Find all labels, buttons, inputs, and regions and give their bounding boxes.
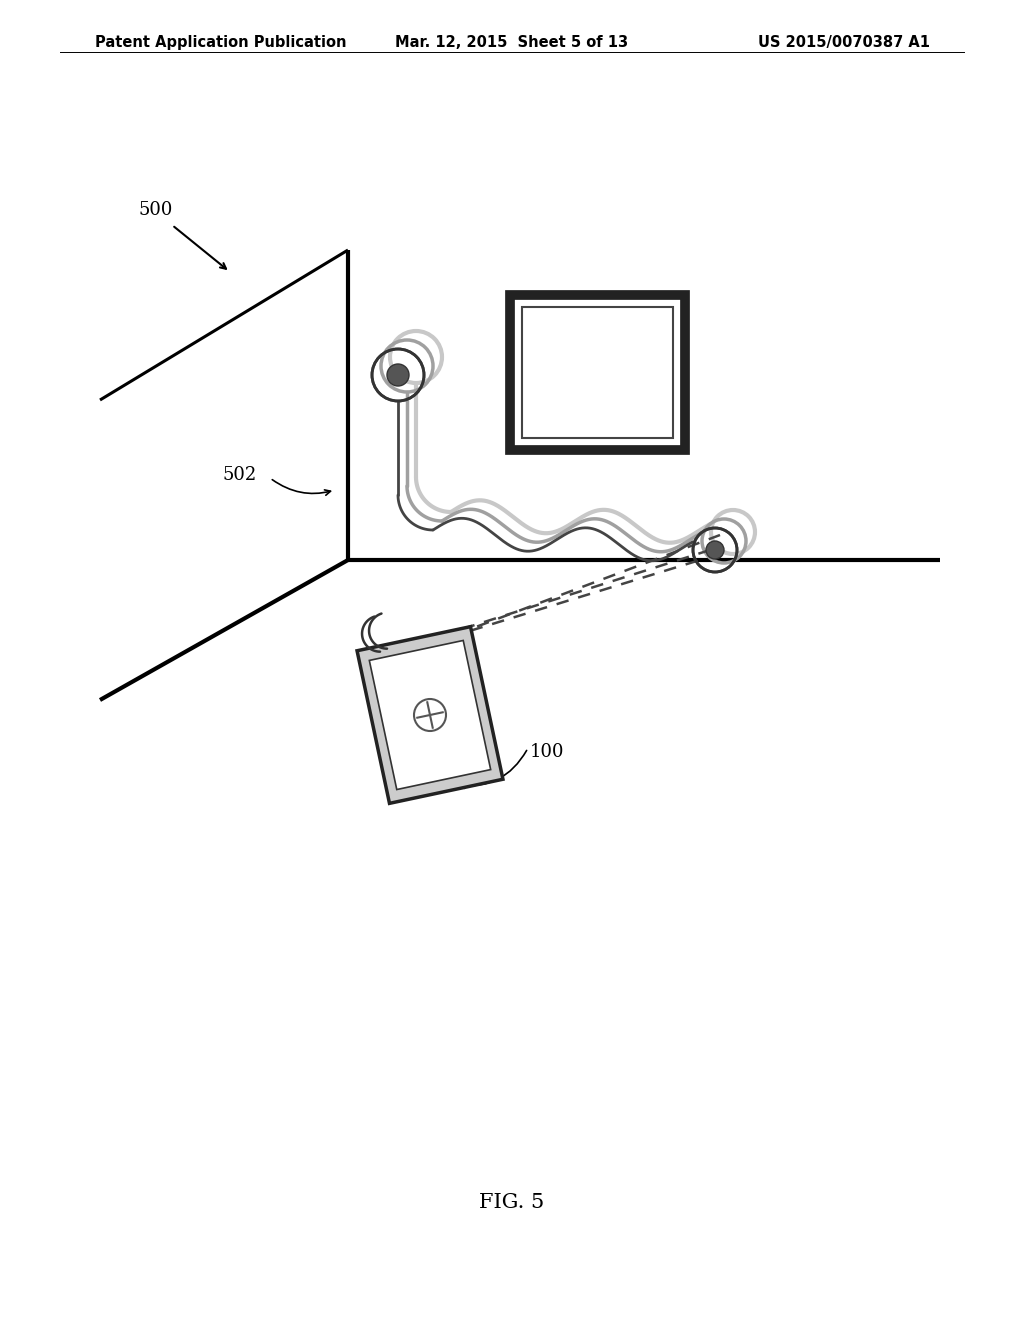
Circle shape <box>706 541 724 558</box>
Circle shape <box>387 364 409 385</box>
Text: 100: 100 <box>530 743 564 762</box>
Text: Patent Application Publication: Patent Application Publication <box>95 36 346 50</box>
Bar <box>522 308 673 438</box>
Text: 502: 502 <box>222 466 256 484</box>
Bar <box>510 294 685 450</box>
Text: US 2015/0070387 A1: US 2015/0070387 A1 <box>758 36 930 50</box>
Text: 500: 500 <box>138 201 172 219</box>
Polygon shape <box>357 627 503 804</box>
Text: Mar. 12, 2015  Sheet 5 of 13: Mar. 12, 2015 Sheet 5 of 13 <box>395 36 629 50</box>
Text: FIG. 5: FIG. 5 <box>479 1192 545 1212</box>
Polygon shape <box>370 640 490 789</box>
